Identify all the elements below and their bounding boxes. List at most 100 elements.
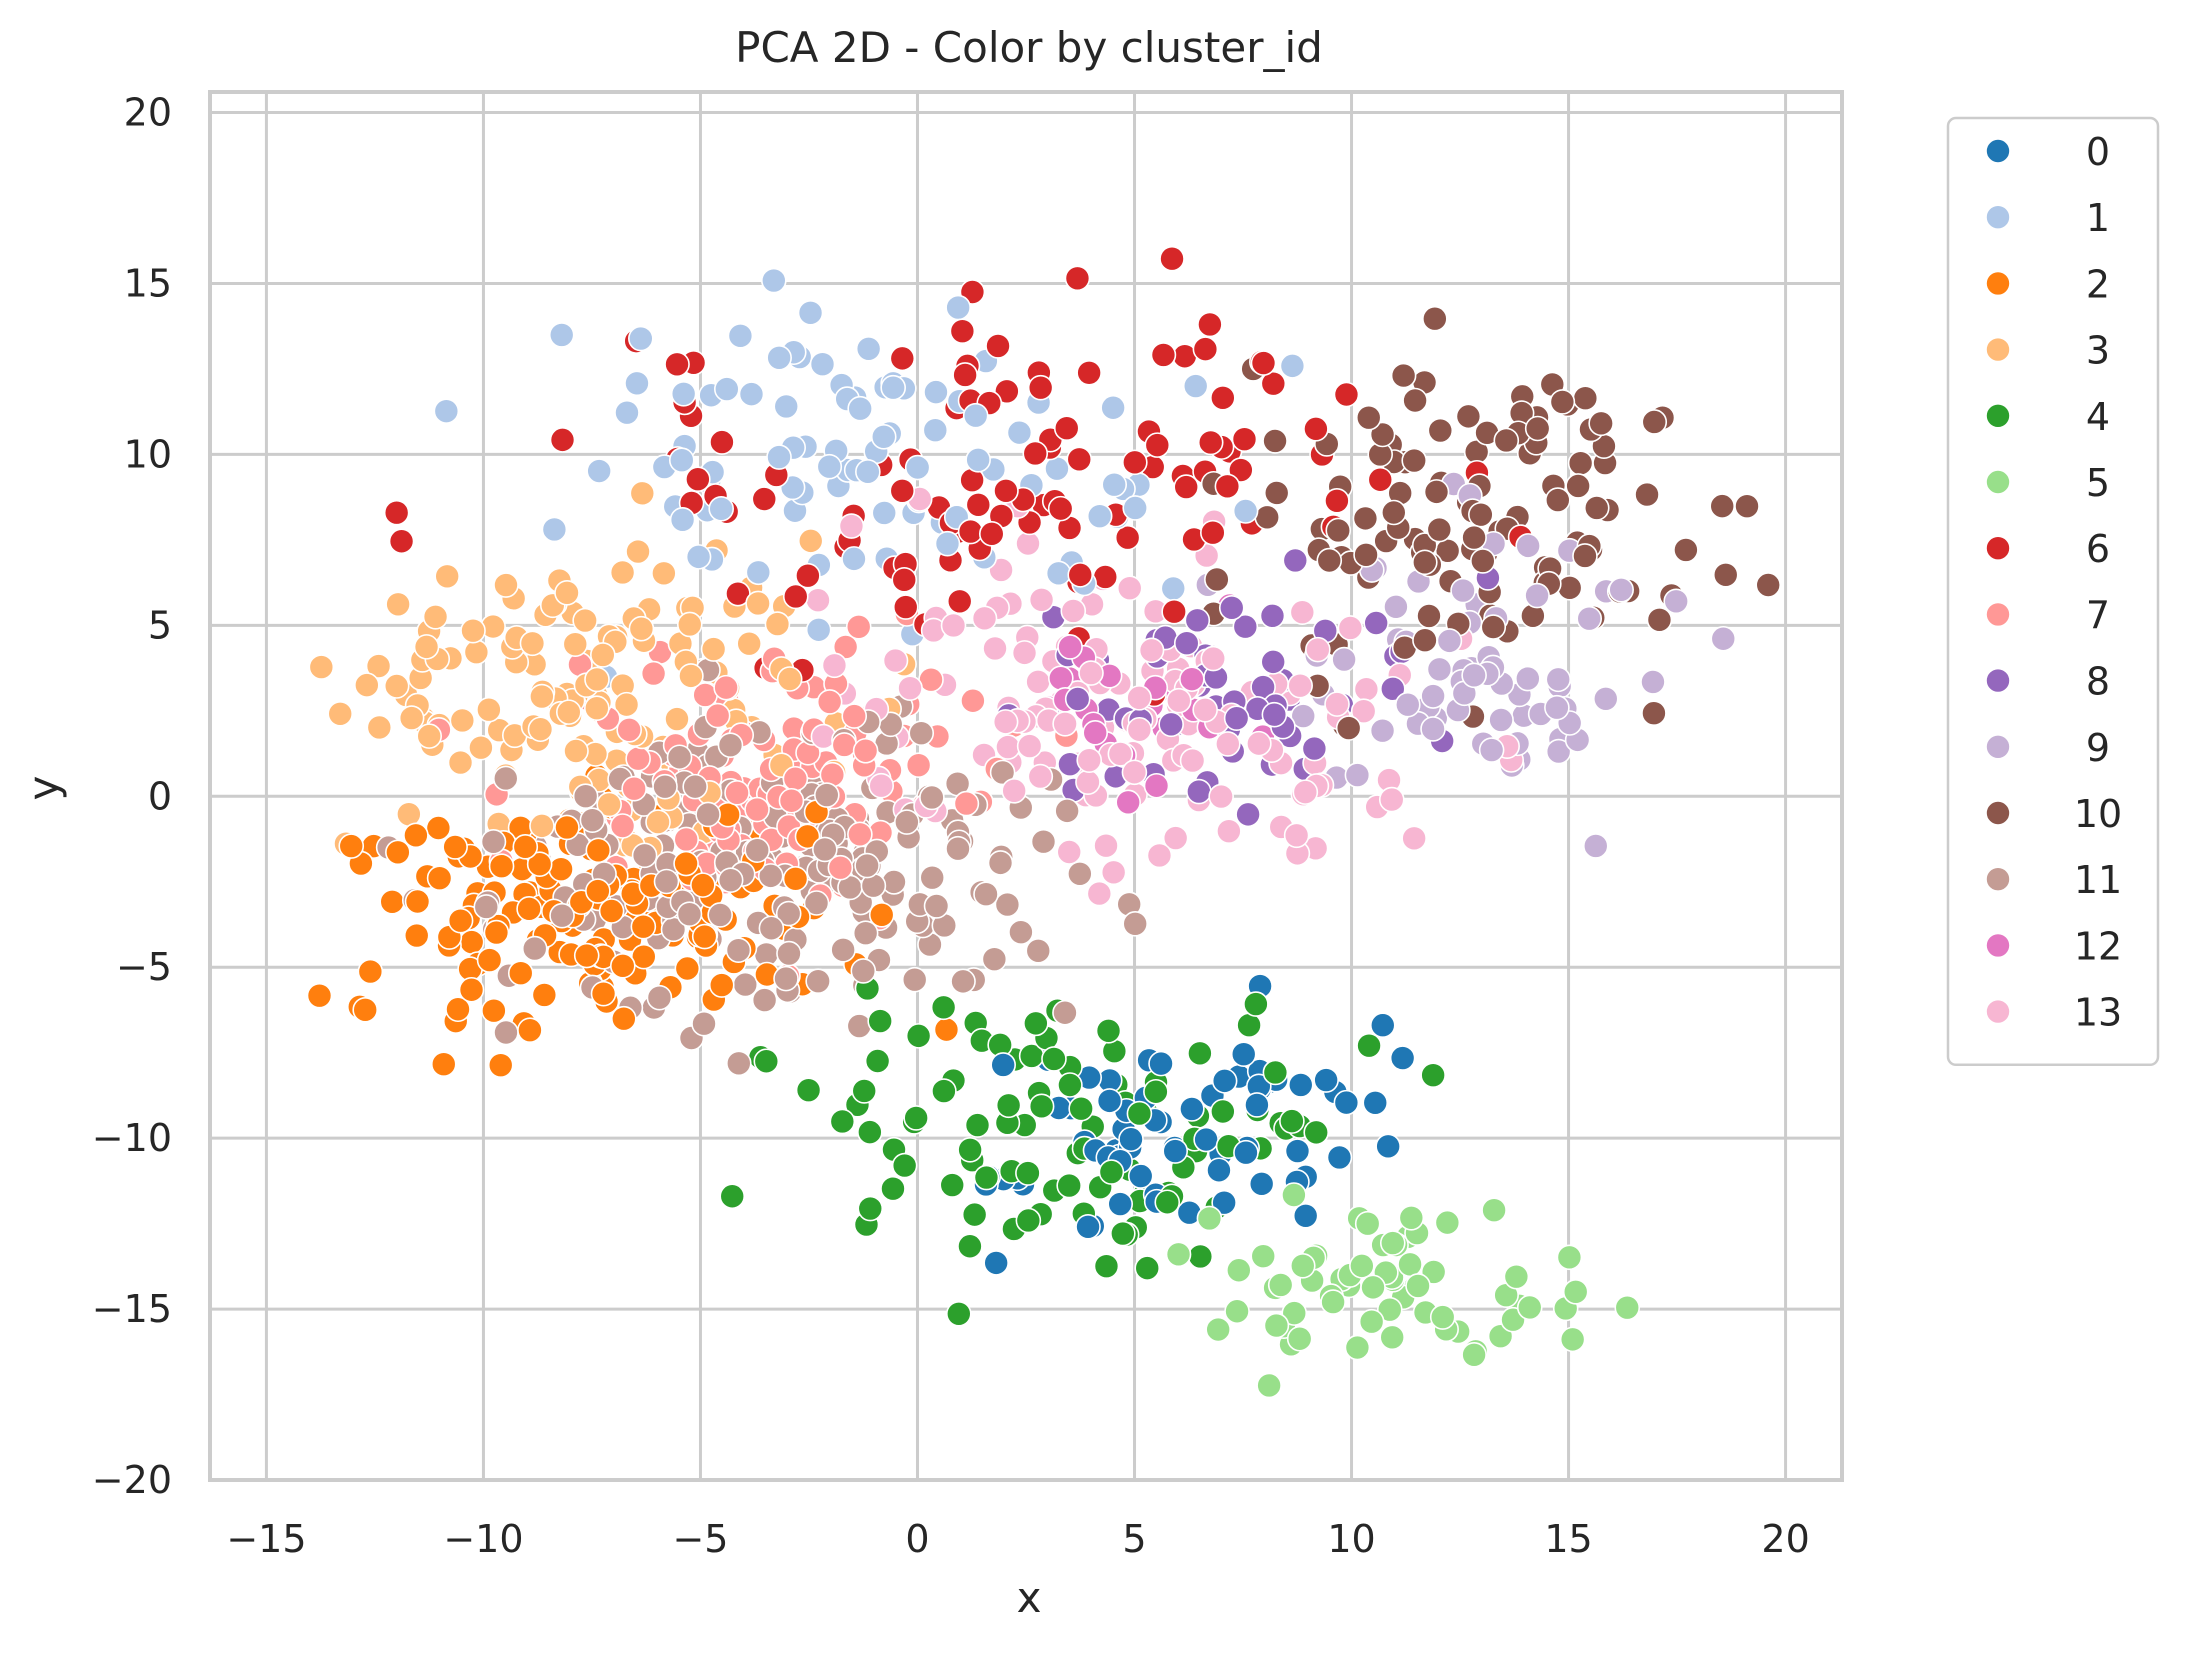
data-point-cluster-10 [1316,547,1343,574]
data-point-cluster-3 [365,653,392,679]
data-point-cluster-5 [1397,1251,1423,1278]
data-point-cluster-11 [901,966,928,993]
data-point-cluster-0 [1211,1068,1238,1094]
data-point-cluster-1 [922,417,949,444]
data-point-cluster-9 [1544,694,1570,721]
data-point-cluster-1 [816,453,843,480]
data-point-cluster-11 [751,987,778,1013]
data-point-cluster-1 [1045,560,1072,587]
data-point-cluster-4 [1056,1172,1082,1199]
data-point-cluster-3 [396,801,422,827]
data-point-cluster-4 [905,1023,932,1049]
data-point-cluster-6 [1250,350,1277,376]
data-point-cluster-7 [673,826,700,853]
data-point-cluster-11 [631,842,658,869]
data-point-cluster-10 [1254,504,1281,531]
data-point-cluster-12 [1115,789,1141,816]
data-point-cluster-3 [519,630,546,657]
data-point-cluster-1 [880,374,906,401]
data-point-cluster-0 [1162,1138,1189,1164]
x-tick-label: 0 [905,1517,929,1561]
data-point-cluster-3 [572,607,598,634]
data-point-cluster-11 [653,868,680,895]
y-tick-label: −15 [92,1287,172,1331]
data-point-cluster-13 [992,709,1019,735]
data-point-cluster-3 [366,714,393,741]
data-point-cluster-11 [717,867,744,893]
data-point-cluster-3 [776,666,803,692]
data-point-cluster-3 [398,705,425,731]
data-point-cluster-2 [357,958,384,985]
data-point-cluster-10 [1545,487,1571,513]
data-point-cluster-6 [1161,598,1187,625]
data-point-cluster-1 [773,393,800,420]
data-point-cluster-13 [1378,786,1405,813]
data-point-cluster-3 [476,696,502,723]
data-point-cluster-11 [1122,911,1148,937]
data-point-cluster-13 [1028,586,1055,613]
data-point-cluster-10 [1416,603,1442,629]
data-point-cluster-13 [1283,822,1310,849]
data-point-cluster-6 [1173,474,1200,500]
data-point-cluster-9 [1582,833,1609,859]
data-point-cluster-13 [1287,672,1313,699]
data-point-cluster-3 [590,642,616,668]
data-point-cluster-6 [952,362,978,388]
data-point-cluster-11 [646,984,673,1011]
data-point-cluster-10 [1709,493,1736,519]
data-point-cluster-1 [1006,419,1033,446]
data-point-cluster-1 [745,559,772,586]
data-point-cluster-13 [882,647,909,674]
data-point-cluster-0 [1326,1144,1353,1171]
data-point-cluster-13 [1121,759,1148,786]
data-point-cluster-13 [1076,747,1103,773]
data-point-cluster-4 [1041,1046,1067,1072]
data-point-cluster-2 [611,1005,637,1032]
data-point-cluster-7 [831,732,858,758]
data-point-cluster-2 [338,833,365,859]
data-point-cluster-13 [1075,769,1101,795]
data-point-cluster-0 [1369,1012,1396,1039]
data-point-cluster-0 [1292,1202,1319,1229]
data-point-cluster-4 [857,1195,884,1222]
data-point-cluster-11 [757,863,784,889]
data-point-cluster-2 [458,929,485,955]
data-point-cluster-10 [1641,409,1668,435]
data-point-cluster-7 [841,703,868,729]
data-point-cluster-10 [1353,542,1379,568]
data-point-cluster-2 [447,907,474,934]
data-point-cluster-11 [695,801,721,828]
data-point-cluster-1 [433,398,460,424]
data-point-cluster-10 [1204,566,1230,593]
data-point-cluster-13 [821,652,848,679]
data-point-cluster-12 [1057,634,1083,660]
data-point-cluster-13 [1107,741,1134,767]
data-point-cluster-11 [773,965,799,992]
data-point-cluster-4 [864,1048,891,1074]
data-point-cluster-6 [1022,440,1049,467]
y-axis-label: y [19,776,68,801]
data-point-cluster-2 [526,851,553,878]
data-point-cluster-6 [949,318,976,344]
data-points [306,245,1782,1399]
data-point-cluster-4 [1236,1012,1262,1038]
data-point-cluster-4 [961,1201,988,1228]
data-point-cluster-2 [673,850,699,877]
x-tick-label: −10 [443,1517,523,1561]
data-point-cluster-3 [449,707,476,734]
data-point-cluster-1 [714,376,740,402]
data-point-cluster-0 [1375,1133,1401,1160]
data-point-cluster-3 [422,603,449,630]
data-point-cluster-4 [1134,1255,1161,1281]
data-point-cluster-8 [1261,701,1288,728]
data-point-cluster-9 [1663,588,1689,615]
data-point-cluster-2 [481,997,507,1024]
data-point-cluster-4 [880,1175,906,1202]
data-point-cluster-10 [1402,387,1428,414]
data-point-cluster-13 [1401,825,1427,852]
data-point-cluster-6 [1076,359,1102,386]
data-point-cluster-7 [704,702,731,729]
data-point-cluster-9 [1515,665,1541,692]
data-point-cluster-0 [1230,1041,1257,1068]
data-point-cluster-2 [507,960,534,986]
